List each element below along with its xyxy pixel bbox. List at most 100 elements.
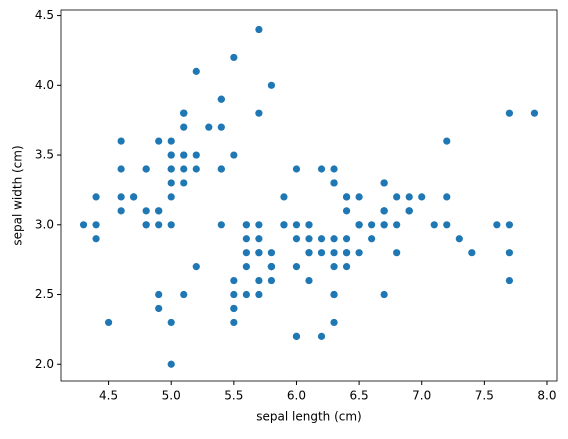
point (242, 221, 250, 229)
point (180, 123, 188, 131)
point (443, 193, 451, 201)
point (180, 109, 188, 117)
point (330, 249, 338, 257)
point (217, 221, 225, 229)
point (342, 263, 351, 271)
point (217, 95, 225, 103)
point (317, 165, 326, 173)
y-tick-label: 3.5 (35, 148, 54, 162)
x-axis-label: sepal length (cm) (256, 410, 361, 424)
point (292, 221, 301, 229)
x-tick-label: 5.5 (224, 389, 243, 403)
point (167, 360, 175, 368)
point (92, 193, 100, 201)
point (342, 235, 351, 243)
point (155, 221, 163, 229)
point (167, 165, 175, 173)
point (280, 221, 288, 229)
point (342, 207, 351, 215)
point (330, 165, 338, 173)
point (130, 193, 138, 201)
point (292, 263, 301, 271)
point (192, 151, 200, 159)
point (355, 249, 363, 257)
point (342, 193, 351, 201)
point (180, 179, 188, 187)
point (330, 235, 338, 243)
point (180, 151, 188, 159)
point (230, 151, 238, 159)
point (180, 165, 188, 173)
point (280, 193, 288, 201)
point (405, 207, 413, 215)
point (92, 235, 100, 243)
point (167, 221, 175, 229)
point (443, 137, 451, 145)
x-tick-label: 7.5 (475, 389, 494, 403)
y-tick-label: 2.0 (35, 357, 54, 371)
point (155, 137, 163, 145)
point (142, 221, 150, 229)
point (117, 193, 125, 201)
x-tick-label: 7.0 (412, 389, 431, 403)
point (242, 249, 250, 257)
point (167, 137, 175, 145)
point (355, 221, 363, 229)
point (255, 235, 263, 243)
point (167, 193, 175, 201)
point (230, 318, 238, 327)
point (505, 221, 514, 229)
point (267, 249, 276, 257)
y-tick-label: 4.5 (35, 8, 54, 22)
point (368, 221, 376, 229)
point (242, 290, 250, 299)
point (317, 332, 326, 340)
point (530, 109, 539, 117)
point (192, 67, 200, 75)
point (330, 263, 338, 271)
point (255, 109, 263, 117)
point (267, 276, 276, 285)
point (117, 137, 125, 145)
y-tick-label: 4.0 (35, 78, 54, 92)
point (230, 290, 238, 299)
point (192, 263, 200, 271)
point (255, 249, 263, 257)
point (167, 151, 175, 159)
point (330, 290, 338, 299)
point (380, 207, 388, 215)
point (267, 263, 276, 271)
point (330, 318, 338, 327)
y-tick-label: 2.5 (35, 287, 54, 301)
point (142, 165, 150, 173)
point (405, 193, 413, 201)
point (305, 276, 313, 285)
point (380, 290, 388, 299)
point (418, 193, 426, 201)
point (242, 235, 250, 243)
y-axis-label: sepal width (cm) (11, 145, 25, 245)
point (230, 304, 238, 313)
point (230, 276, 238, 285)
point (142, 207, 150, 215)
point (117, 207, 125, 215)
point (292, 165, 301, 173)
point (255, 276, 263, 285)
x-tick-label: 5.0 (162, 389, 181, 403)
x-tick-label: 4.5 (99, 389, 118, 403)
point (505, 109, 514, 117)
point (468, 249, 476, 257)
point (305, 221, 313, 229)
point (79, 221, 88, 229)
point (180, 290, 188, 299)
point (155, 290, 163, 299)
point (217, 165, 225, 173)
point (155, 304, 163, 313)
point (192, 165, 200, 173)
point (92, 221, 100, 229)
point (380, 179, 388, 187)
x-tick-label: 8.0 (537, 389, 556, 403)
point (455, 235, 463, 243)
point (217, 123, 225, 131)
